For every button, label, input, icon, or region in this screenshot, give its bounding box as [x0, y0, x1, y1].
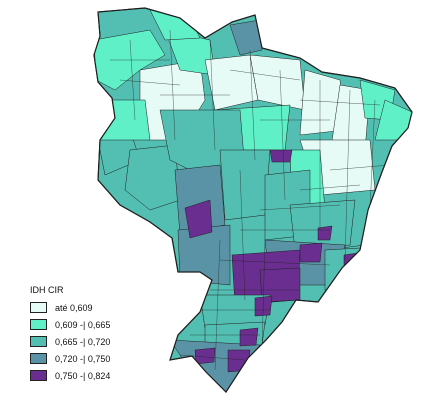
legend-swatch-4: [30, 353, 47, 364]
region-mato-grosso-east: [219, 149, 271, 221]
legend-row-4: 0,720 -| 0,750: [30, 350, 170, 367]
region-amazonas-south: [99, 99, 151, 141]
region-vitoria: [343, 252, 359, 269]
region-palmas: [269, 149, 293, 163]
legend-row-3: 0,665 -| 0,720: [30, 333, 170, 350]
region-ms: [177, 224, 231, 286]
legend-label-3: 0,665 -| 0,720: [55, 336, 111, 347]
region-cuiaba: [184, 199, 213, 239]
region-south-west-patch: [194, 347, 216, 365]
legend-swatch-3: [30, 336, 47, 347]
legend-row-2: 0,609 -| 0,665: [30, 316, 170, 333]
legend-swatch-1: [30, 302, 47, 313]
country-border: [93, 7, 413, 393]
legend-swatch-2: [30, 319, 47, 330]
legend-label-5: 0,750 -| 0,824: [55, 370, 111, 381]
region-minas-north: [289, 199, 356, 251]
legend-title: IDH CIR: [30, 285, 64, 295]
legend-row-5: 0,750 -| 0,824: [30, 367, 170, 384]
legend-swatch-5: [30, 370, 47, 381]
region-amapa: [229, 19, 263, 56]
region-belo-horizonte: [299, 242, 323, 263]
map-legend: IDH CIR até 0,609 0,609 -| 0,665 0,665 -…: [30, 285, 170, 384]
region-florianopolis: [239, 327, 259, 347]
region-brasilia: [317, 225, 333, 241]
municipal-boundaries: [110, 29, 391, 371]
legend-row-1: até 0,609: [30, 299, 170, 316]
legend-label-2: 0,609 -| 0,665: [55, 319, 111, 330]
legend-label-1: até 0,609: [55, 302, 93, 313]
legend-label-4: 0,720 -| 0,750: [55, 353, 111, 364]
